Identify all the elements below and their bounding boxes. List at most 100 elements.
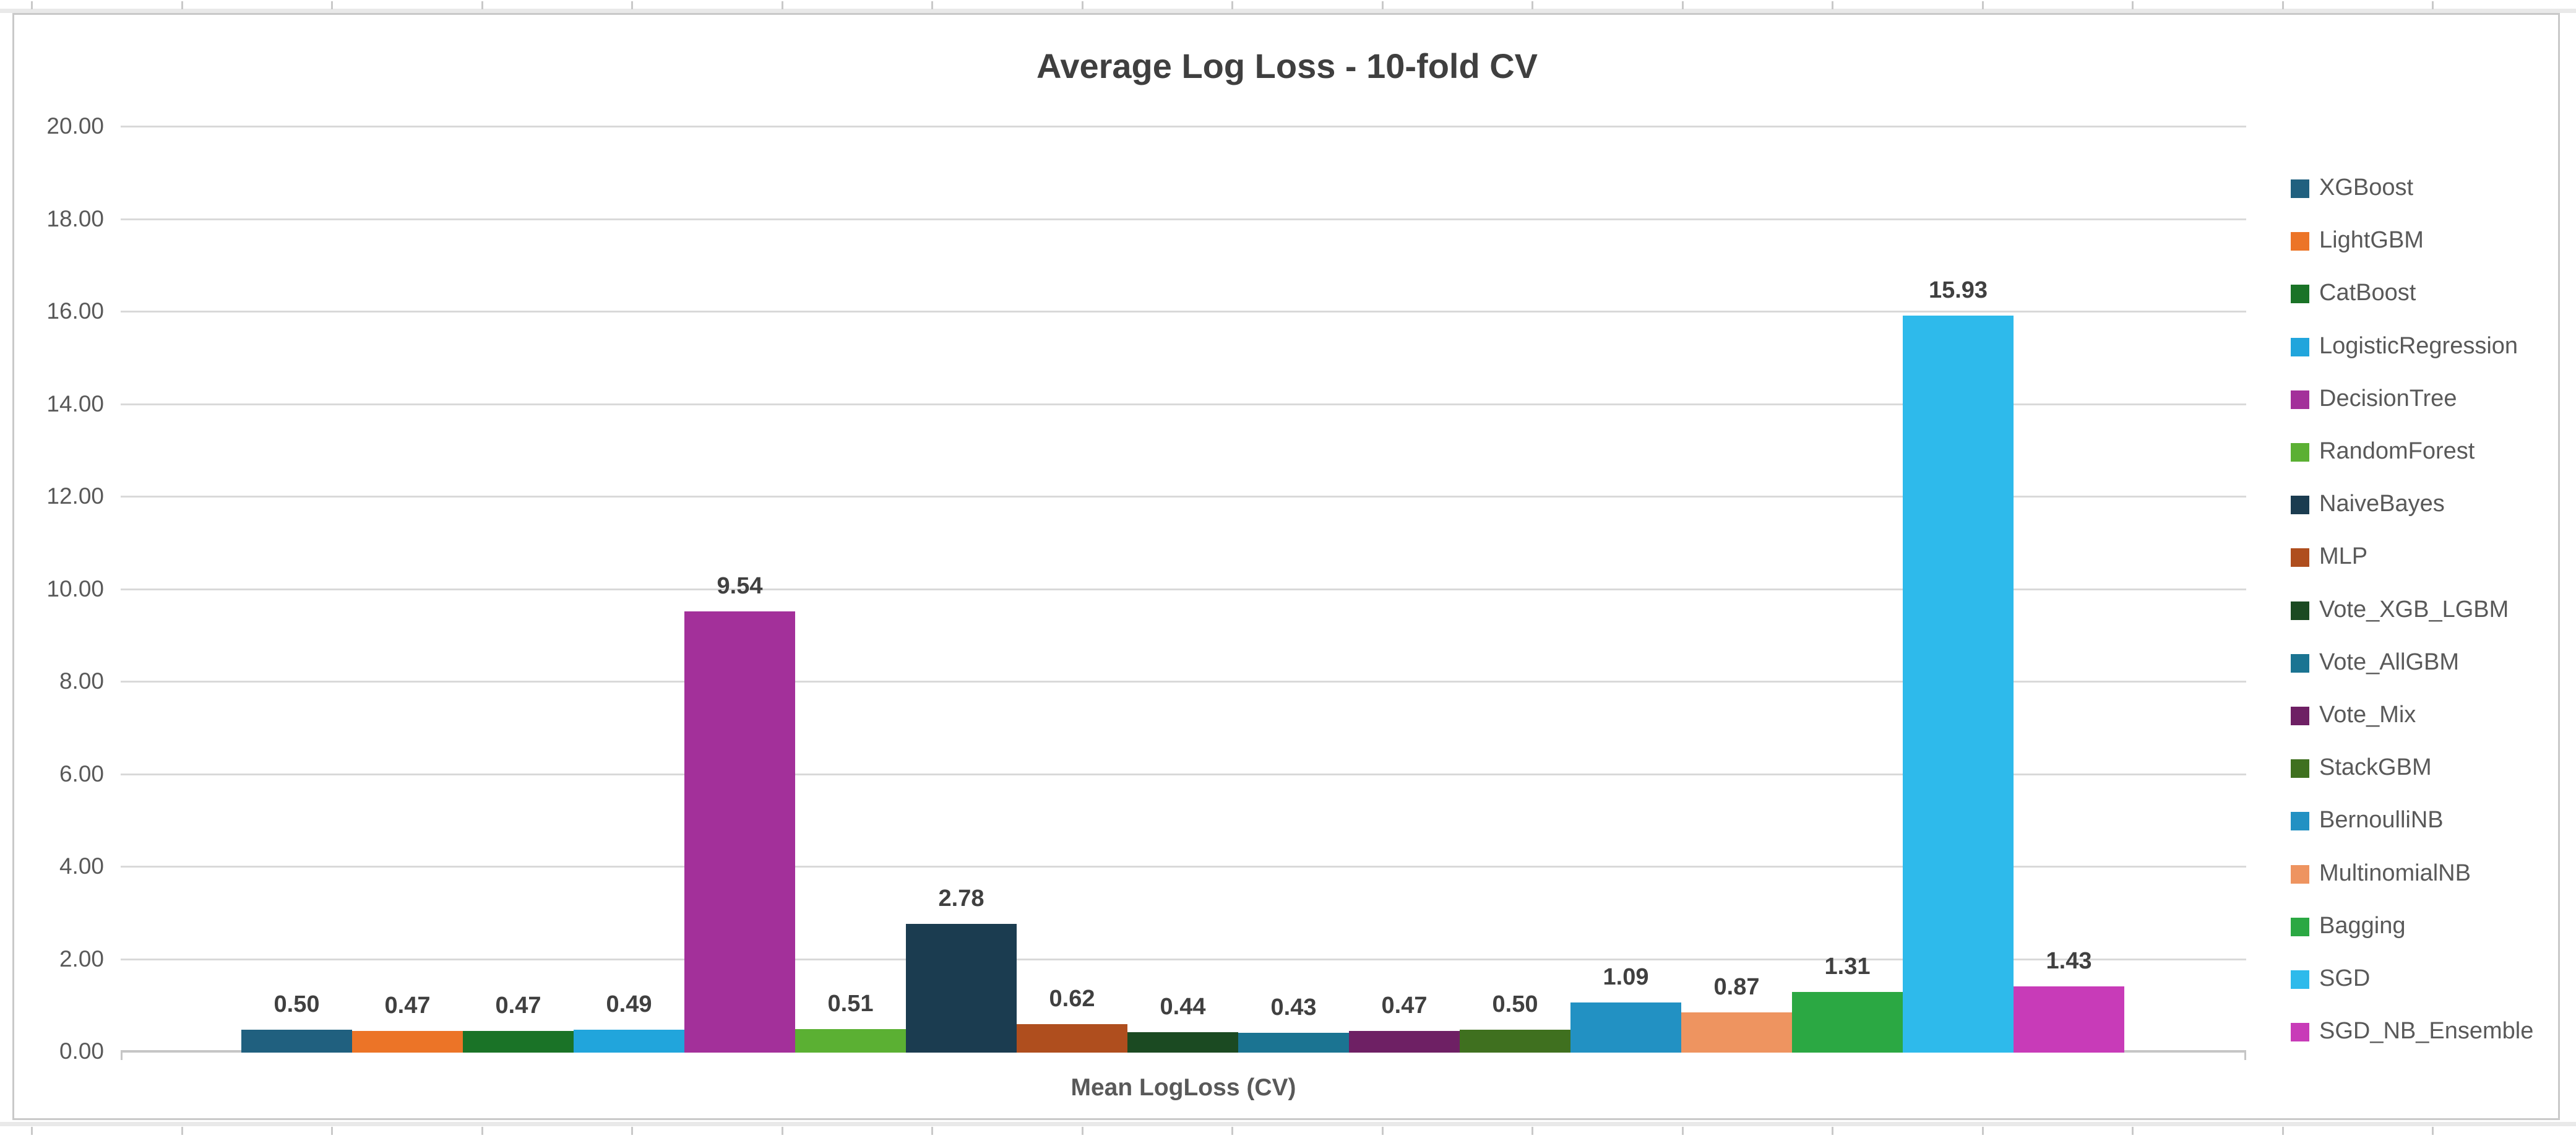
gridline-10.00 — [121, 588, 2246, 590]
legend-swatch-BernoulliNB — [2291, 812, 2309, 831]
legend-swatch-CatBoost — [2291, 285, 2309, 304]
bar-Vote_AllGBM[interactable] — [1238, 1033, 1349, 1053]
legend-swatch-Vote_XGB_LGBM — [2291, 601, 2309, 620]
bar-LightGBM[interactable] — [352, 1031, 463, 1053]
cell-boundary-tick — [1982, 1127, 1984, 1135]
cell-boundary-tick — [31, 1, 33, 9]
chart-panel[interactable] — [12, 13, 2560, 1120]
bar-StackGBM[interactable] — [1460, 1030, 1570, 1053]
y-axis-tick-label: 10.00 — [46, 575, 104, 601]
bar-NaiveBayes[interactable] — [906, 924, 1017, 1053]
legend-item-CatBoost[interactable]: CatBoost — [2319, 280, 2416, 306]
bar-MLP[interactable] — [1017, 1024, 1127, 1053]
cell-boundary-tick — [1531, 1, 1533, 9]
cell-boundary-tick — [1082, 1127, 1083, 1135]
bar-DecisionTree[interactable] — [684, 611, 795, 1053]
legend-item-SGD[interactable]: SGD — [2319, 965, 2371, 991]
bar-LogisticRegression[interactable] — [574, 1030, 684, 1053]
bar-value-label-LogisticRegression: 0.49 — [606, 991, 652, 1017]
gridline-16.00 — [121, 311, 2246, 313]
bar-value-label-SGD_NB_Ensemble: 1.43 — [2046, 948, 2092, 974]
cell-boundary-tick — [1082, 1, 1083, 9]
legend-item-BernoulliNB[interactable]: BernoulliNB — [2319, 807, 2444, 834]
legend-item-LightGBM[interactable]: LightGBM — [2319, 227, 2424, 254]
legend-item-Bagging[interactable]: Bagging — [2319, 912, 2406, 939]
cell-boundary-tick — [331, 1, 333, 9]
legend-item-Vote_XGB_LGBM[interactable]: Vote_XGB_LGBM — [2319, 596, 2509, 623]
y-axis-tick-label: 8.00 — [59, 668, 104, 694]
x-axis-end-tick-left — [121, 1050, 123, 1060]
cell-boundary-tick — [331, 1127, 333, 1135]
bar-value-label-BernoulliNB: 1.09 — [1603, 964, 1649, 990]
y-axis-tick-label: 4.00 — [59, 853, 104, 879]
y-axis-tick-label: 2.00 — [59, 946, 104, 972]
cell-boundary-tick — [1682, 1, 1684, 9]
bar-Bagging[interactable] — [1792, 992, 1903, 1053]
spreadsheet-row-line-top — [0, 9, 2576, 13]
legend-swatch-LightGBM — [2291, 232, 2309, 251]
cell-boundary-tick — [2132, 1127, 2134, 1135]
cell-boundary-tick — [1982, 1, 1984, 9]
gridline-8.00 — [121, 681, 2246, 683]
cell-boundary-tick — [1231, 1, 1233, 9]
spreadsheet-row-line-bottom — [0, 1122, 2576, 1126]
cell-boundary-tick — [1682, 1127, 1684, 1135]
gridline-12.00 — [121, 496, 2246, 498]
legend-item-MultinomialNB[interactable]: MultinomialNB — [2319, 860, 2471, 886]
gridline-6.00 — [121, 773, 2246, 775]
cell-boundary-tick — [2282, 1, 2284, 9]
legend-item-DecisionTree[interactable]: DecisionTree — [2319, 385, 2457, 412]
bar-Vote_Mix[interactable] — [1349, 1031, 1460, 1053]
bar-value-label-Bagging: 1.31 — [1824, 954, 1871, 980]
gridline-14.00 — [121, 403, 2246, 405]
legend-item-XGBoost[interactable]: XGBoost — [2319, 175, 2414, 200]
bar-value-label-DecisionTree: 9.54 — [717, 573, 763, 599]
cell-boundary-tick — [782, 1, 783, 9]
y-axis-tick-label: 20.00 — [46, 113, 104, 139]
bar-XGBoost[interactable] — [241, 1030, 352, 1053]
cell-boundary-tick — [481, 1127, 483, 1135]
legend-item-SGD_NB_Ensemble[interactable]: SGD_NB_Ensemble — [2319, 1018, 2534, 1045]
legend-item-StackGBM[interactable]: StackGBM — [2319, 754, 2432, 781]
legend-item-NaiveBayes[interactable]: NaiveBayes — [2319, 491, 2445, 517]
cell-boundary-tick — [1832, 1127, 1833, 1135]
bar-Vote_XGB_LGBM[interactable] — [1127, 1032, 1238, 1053]
legend-swatch-SGD — [2291, 970, 2309, 989]
x-axis-title: Mean LogLoss (CV) — [1070, 1074, 1296, 1101]
bar-RandomForest[interactable] — [795, 1029, 906, 1053]
legend-item-Vote_Mix[interactable]: Vote_Mix — [2319, 702, 2416, 728]
bar-SGD[interactable] — [1903, 316, 2014, 1053]
gridline-18.00 — [121, 218, 2246, 220]
bar-value-label-XGBoost: 0.50 — [274, 991, 320, 1017]
y-axis-tick-label: 0.00 — [59, 1038, 104, 1064]
bar-BernoulliNB[interactable] — [1570, 1002, 1681, 1053]
legend-item-MLP[interactable]: MLP — [2319, 543, 2368, 570]
bar-value-label-Vote_AllGBM: 0.43 — [1270, 994, 1317, 1020]
y-axis-tick-label: 14.00 — [46, 390, 104, 416]
legend-item-Vote_AllGBM[interactable]: Vote_AllGBM — [2319, 649, 2459, 675]
legend-swatch-DecisionTree — [2291, 390, 2309, 409]
bar-CatBoost[interactable] — [463, 1031, 574, 1053]
bar-value-label-SGD: 15.93 — [1928, 277, 1988, 303]
bar-value-label-LightGBM: 0.47 — [384, 993, 431, 1019]
y-axis-tick-label: 16.00 — [46, 298, 104, 324]
bar-MultinomialNB[interactable] — [1681, 1012, 1792, 1053]
bar-value-label-Vote_XGB_LGBM: 0.44 — [1160, 994, 1206, 1020]
y-axis-tick-label: 6.00 — [59, 761, 104, 787]
cell-boundary-tick — [2282, 1127, 2284, 1135]
cell-boundary-tick — [631, 1, 633, 9]
cell-boundary-tick — [31, 1127, 33, 1135]
bar-value-label-NaiveBayes: 2.78 — [938, 886, 984, 912]
cell-boundary-tick — [2432, 1, 2434, 9]
cell-boundary-tick — [1382, 1, 1384, 9]
legend-swatch-Vote_AllGBM — [2291, 653, 2309, 673]
legend-swatch-Bagging — [2291, 917, 2309, 936]
legend-item-LogisticRegression[interactable]: LogisticRegression — [2319, 332, 2518, 359]
cell-boundary-tick — [1832, 1, 1833, 9]
legend-item-RandomForest[interactable]: RandomForest — [2319, 438, 2475, 464]
legend-swatch-XGBoost — [2291, 179, 2309, 198]
gridline-2.00 — [121, 958, 2246, 960]
legend-swatch-RandomForest — [2291, 443, 2309, 462]
bar-SGD_NB_Ensemble[interactable] — [2014, 986, 2124, 1053]
